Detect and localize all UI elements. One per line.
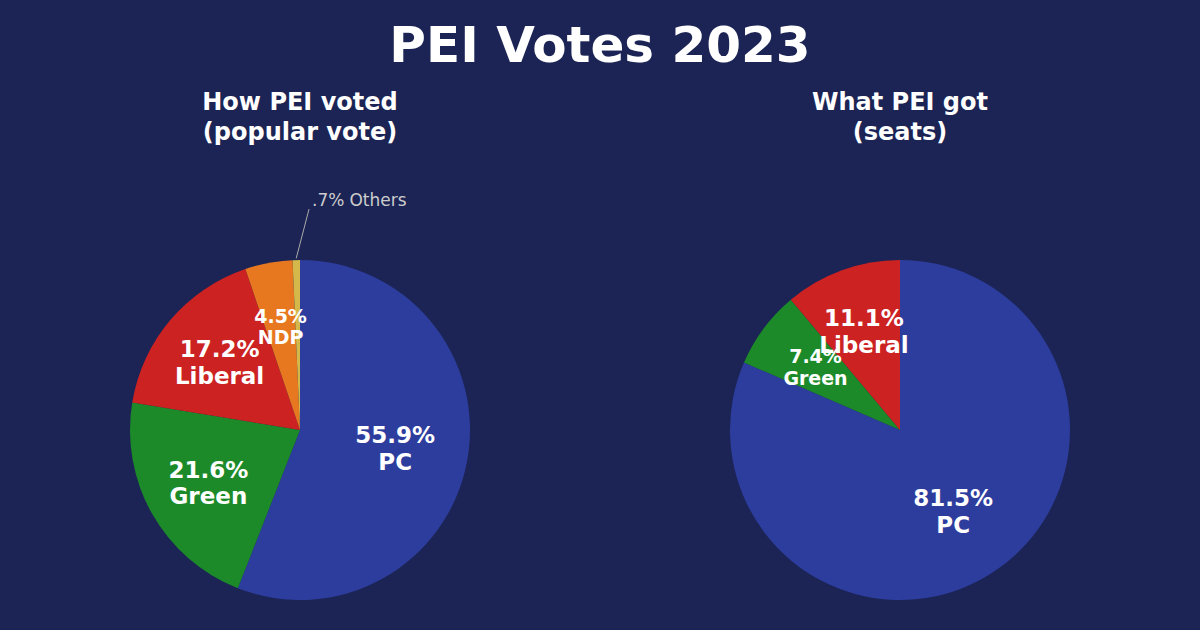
data-label: .7%Others (312, 190, 407, 210)
category-label: Liberal (175, 363, 264, 389)
pie: How PEI voted(popular vote) (130, 88, 470, 600)
category-label: NDP (258, 326, 304, 348)
data-label: 55.9%PC (355, 422, 435, 474)
subtitle-line: (seats) (853, 118, 947, 146)
value-label: 81.5% (913, 485, 993, 511)
category-label: Others (349, 190, 406, 210)
subtitle: How PEI voted(popular vote) (202, 88, 397, 146)
labels: 81.5%PC7.4%Green11.1%Liberal (783, 305, 993, 537)
value-label: 11.1% (824, 305, 904, 331)
category-label: Green (783, 367, 847, 389)
subtitle: What PEI got(seats) (812, 88, 988, 146)
category-label: PC (378, 449, 412, 475)
data-label: 11.1%Liberal (819, 305, 908, 357)
slices (130, 260, 470, 600)
slice (730, 260, 1070, 600)
data-label: 81.5%PC (913, 485, 993, 537)
background (0, 0, 1200, 630)
data-label: 21.6%Green (168, 457, 248, 509)
value-label: 21.6% (168, 457, 248, 483)
labels: 55.9%PC21.6%Green17.2%Liberal4.5%NDP.7%O… (168, 190, 435, 509)
data-label: 4.5%NDP (254, 305, 307, 349)
category-label: Liberal (819, 332, 908, 358)
category-label: Green (169, 483, 247, 509)
slices (730, 260, 1070, 600)
value-label: .7% (312, 190, 344, 210)
value-label: 17.2% (180, 336, 260, 362)
category-label: PC (936, 512, 970, 538)
value-label: 55.9% (355, 422, 435, 448)
leader-line (296, 209, 309, 258)
slice (130, 403, 300, 589)
subtitle-line: What PEI got (812, 88, 988, 116)
subtitle-line: How PEI voted (202, 88, 397, 116)
data-label: 17.2%Liberal (175, 336, 264, 388)
chart-root: PEI Votes 2023 How PEI voted(popular vote… (0, 0, 1200, 630)
pie: What PEI got(seats) (730, 88, 1070, 600)
subtitle-line: (popular vote) (203, 118, 397, 146)
value-label: 4.5% (254, 305, 307, 327)
title: PEI Votes 2023 (389, 16, 810, 74)
